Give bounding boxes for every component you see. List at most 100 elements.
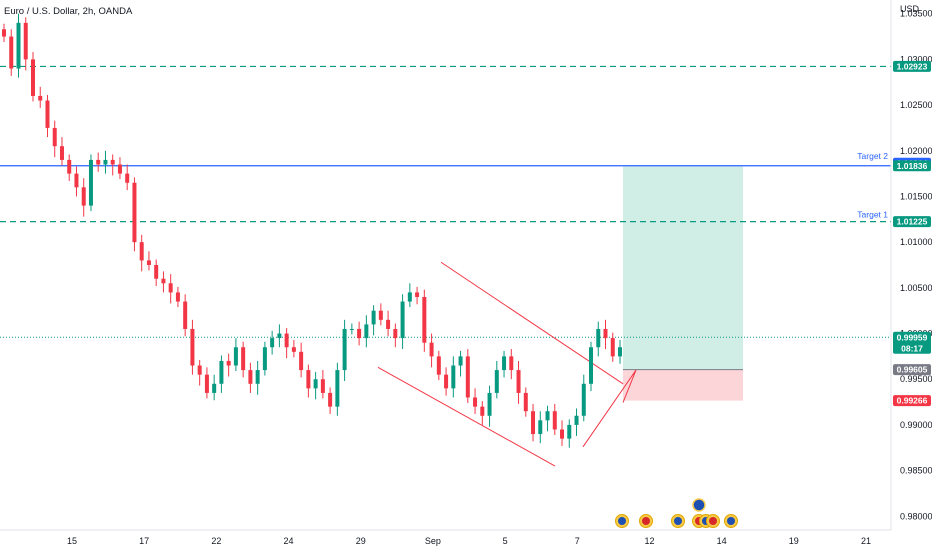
candle-body[interactable] bbox=[241, 347, 246, 371]
candle-body[interactable] bbox=[349, 328, 354, 330]
channel-lower-line[interactable] bbox=[377, 366, 556, 467]
eu-flag-icon[interactable] bbox=[692, 498, 706, 512]
candle-body[interactable] bbox=[59, 146, 64, 160]
candle-body[interactable] bbox=[487, 392, 492, 416]
candle-body[interactable] bbox=[161, 278, 166, 284]
candle-body[interactable] bbox=[386, 319, 391, 329]
candle-body[interactable] bbox=[335, 370, 340, 407]
candle-body[interactable] bbox=[342, 328, 347, 371]
price-tag[interactable] bbox=[893, 395, 931, 407]
candle-body[interactable] bbox=[30, 59, 35, 96]
candle-body[interactable] bbox=[52, 127, 57, 147]
candle-body[interactable] bbox=[96, 159, 101, 165]
candle-body[interactable] bbox=[603, 328, 608, 339]
candle-body[interactable] bbox=[516, 370, 521, 393]
candle-body[interactable] bbox=[596, 328, 601, 348]
candle-body[interactable] bbox=[589, 347, 594, 384]
candle-body[interactable] bbox=[494, 370, 499, 393]
candle-body[interactable] bbox=[480, 406, 485, 416]
candle-body[interactable] bbox=[371, 310, 376, 325]
candle-body[interactable] bbox=[610, 338, 615, 357]
candle-body[interactable] bbox=[248, 370, 253, 384]
us-flag-icon[interactable] bbox=[706, 514, 720, 528]
candle-body[interactable] bbox=[415, 292, 420, 297]
candle-body[interactable] bbox=[284, 333, 289, 348]
candle-body[interactable] bbox=[81, 187, 86, 206]
candle-body[interactable] bbox=[291, 347, 296, 352]
candle-body[interactable] bbox=[393, 328, 398, 339]
candle-body[interactable] bbox=[139, 242, 144, 261]
eu-flag-icon[interactable] bbox=[615, 514, 629, 528]
candle-body[interactable] bbox=[328, 392, 333, 407]
candle-body[interactable] bbox=[407, 292, 412, 302]
candle-body[interactable] bbox=[233, 347, 238, 366]
price-tag[interactable] bbox=[893, 160, 931, 172]
candle-body[interactable] bbox=[154, 265, 159, 279]
candle-body[interactable] bbox=[23, 22, 28, 60]
breakout-wedge[interactable] bbox=[582, 369, 637, 448]
candle-body[interactable] bbox=[16, 22, 21, 69]
candle-body[interactable] bbox=[183, 301, 188, 329]
candle-body[interactable] bbox=[2, 29, 6, 37]
candle-body[interactable] bbox=[436, 356, 441, 375]
candle-body[interactable] bbox=[67, 159, 72, 174]
candle-body[interactable] bbox=[531, 411, 536, 435]
candle-body[interactable] bbox=[132, 182, 137, 243]
candle-body[interactable] bbox=[545, 411, 550, 421]
candle-body[interactable] bbox=[103, 159, 108, 165]
candle-body[interactable] bbox=[219, 360, 224, 384]
candle-body[interactable] bbox=[212, 383, 217, 393]
candle-body[interactable] bbox=[509, 356, 514, 371]
candle-body[interactable] bbox=[429, 342, 434, 357]
candle-body[interactable] bbox=[451, 365, 456, 389]
candle-body[interactable] bbox=[110, 159, 115, 165]
candle-body[interactable] bbox=[364, 324, 369, 339]
candle-body[interactable] bbox=[320, 379, 325, 393]
candle-body[interactable] bbox=[357, 328, 362, 339]
candle-body[interactable] bbox=[125, 173, 130, 183]
eu-flag-icon[interactable] bbox=[724, 514, 738, 528]
candle-body[interactable] bbox=[473, 397, 478, 407]
candle-body[interactable] bbox=[9, 36, 14, 69]
price-tag[interactable] bbox=[893, 216, 931, 228]
candle-body[interactable] bbox=[262, 347, 267, 371]
stop-zone[interactable] bbox=[623, 369, 743, 401]
candle-body[interactable] bbox=[146, 260, 151, 265]
us-flag-icon[interactable] bbox=[639, 514, 653, 528]
candle-body[interactable] bbox=[444, 374, 449, 389]
candle-body[interactable] bbox=[458, 356, 463, 366]
candle-body[interactable] bbox=[226, 360, 231, 366]
candle-body[interactable] bbox=[465, 356, 470, 398]
candle-body[interactable] bbox=[552, 411, 557, 430]
candle-body[interactable] bbox=[255, 370, 260, 384]
candle-body[interactable] bbox=[38, 95, 43, 101]
candle-body[interactable] bbox=[270, 338, 275, 348]
candle-body[interactable] bbox=[581, 383, 586, 416]
candle-body[interactable] bbox=[560, 429, 565, 439]
candle-body[interactable] bbox=[567, 424, 572, 439]
candle-body[interactable] bbox=[378, 310, 383, 320]
price-tag[interactable] bbox=[893, 60, 931, 72]
candle-body[interactable] bbox=[190, 328, 195, 366]
candle-body[interactable] bbox=[618, 347, 622, 357]
candle-body[interactable] bbox=[277, 333, 282, 339]
candle-body[interactable] bbox=[502, 356, 507, 371]
price-tag[interactable] bbox=[893, 331, 931, 354]
candle-body[interactable] bbox=[306, 370, 311, 389]
candle-body[interactable] bbox=[117, 164, 122, 174]
target-zone[interactable] bbox=[623, 165, 743, 370]
candle-body[interactable] bbox=[400, 301, 405, 339]
candle-body[interactable] bbox=[74, 173, 79, 188]
candle-body[interactable] bbox=[422, 296, 427, 343]
candle-body[interactable] bbox=[175, 292, 180, 302]
candle-body[interactable] bbox=[45, 100, 50, 128]
candle-body[interactable] bbox=[523, 392, 528, 412]
candle-body[interactable] bbox=[313, 379, 318, 389]
candle-body[interactable] bbox=[168, 283, 173, 293]
candle-body[interactable] bbox=[538, 420, 543, 435]
candle-body[interactable] bbox=[574, 415, 579, 425]
candle-body[interactable] bbox=[88, 159, 93, 206]
candle-body[interactable] bbox=[197, 365, 202, 375]
